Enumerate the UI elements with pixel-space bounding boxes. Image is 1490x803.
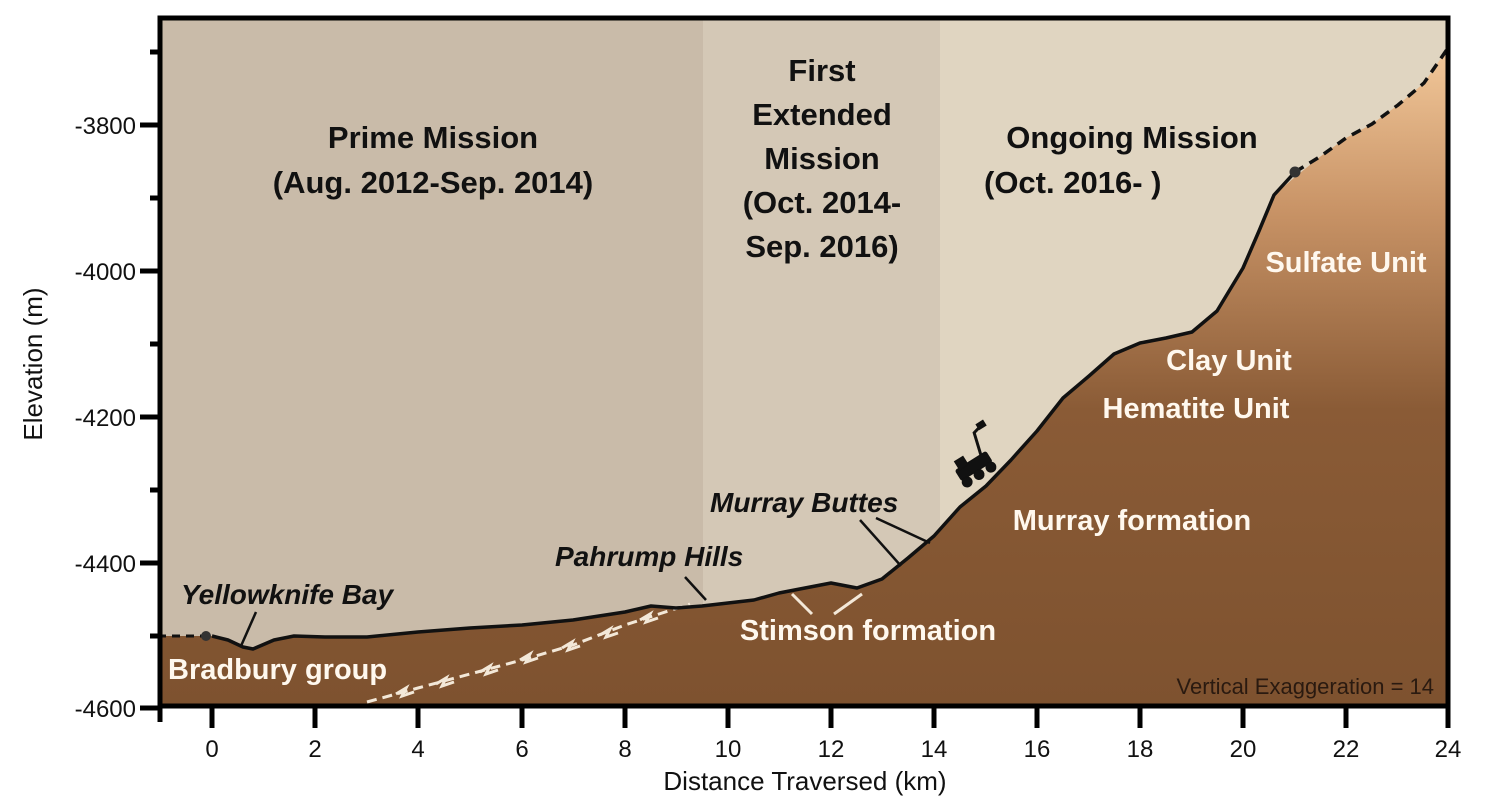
x-tick-label: 8 (618, 736, 631, 763)
era-prime-dates: (Aug. 2012-Sep. 2014) (273, 165, 593, 200)
x-tick-label: 24 (1435, 736, 1462, 763)
x-tick-label: 14 (921, 736, 948, 763)
unit-label-sulfate: Sulfate Unit (1265, 247, 1426, 279)
x-tick-label: 12 (818, 736, 845, 763)
y-tick-label: -4200 (75, 405, 136, 432)
x-tick-label: 10 (715, 736, 742, 763)
era-extended-line4: (Oct. 2014- (743, 185, 902, 220)
y-axis (140, 49, 160, 711)
era-prime-title: Prime Mission (328, 120, 538, 155)
x-tick-label: 6 (515, 736, 528, 763)
x-tick-label: 4 (411, 736, 424, 763)
y-tick-label: -4000 (75, 259, 136, 286)
site-label-yellowknife-bay: Yellowknife Bay (181, 579, 395, 610)
x-axis (157, 706, 1451, 728)
x-axis-title: Distance Traversed (km) (663, 766, 946, 796)
y-tick-label: -3800 (75, 113, 136, 140)
unit-label-bradbury: Bradbury group (168, 654, 387, 686)
y-tick-label: -4600 (75, 696, 136, 723)
x-tick-label: 0 (205, 736, 218, 763)
site-label-murray-buttes: Murray Buttes (710, 487, 898, 518)
prime-mission-band (162, 20, 703, 704)
y-tick-label: -4400 (75, 551, 136, 578)
x-tick-label: 20 (1230, 736, 1257, 763)
unit-label-stimson: Stimson formation (740, 615, 996, 647)
plot-frame (157, 15, 1451, 709)
mission-period-backgrounds (162, 20, 1446, 704)
era-ongoing-title: Ongoing Mission (1006, 120, 1257, 155)
unit-label-hematite: Hematite Unit (1103, 393, 1290, 425)
leader-lines (239, 516, 931, 647)
site-label-pahrump-hills: Pahrump Hills (555, 541, 743, 572)
era-extended-line5: Sep. 2016) (745, 229, 898, 264)
unit-label-clay: Clay Unit (1166, 345, 1292, 377)
x-tick-label: 18 (1127, 736, 1154, 763)
ground-area (162, 50, 1446, 704)
x-tick-labels: 0 2 4 6 8 10 12 14 16 18 20 22 24 (205, 736, 1461, 763)
landing-site-marker (201, 631, 211, 641)
era-extended-line3: Mission (764, 141, 879, 176)
x-tick-label: 16 (1024, 736, 1051, 763)
era-extended-line1: First (788, 53, 855, 88)
traverse-profile-line (211, 170, 1297, 651)
fault-marks (395, 610, 659, 699)
vertical-exaggeration-note: Vertical Exaggeration = 14 (1177, 674, 1434, 699)
x-tick-label: 2 (308, 736, 321, 763)
era-ongoing-dates: (Oct. 2016- ) (984, 165, 1161, 200)
current-position-marker (1289, 166, 1301, 178)
x-tick-label: 22 (1333, 736, 1360, 763)
profile-dashed-planned (1294, 47, 1446, 174)
y-tick-labels: -3800 -4000 -4200 -4400 -4600 (75, 113, 136, 723)
unit-label-murray: Murray formation (1013, 505, 1251, 537)
stimson-leader-lines (790, 592, 863, 616)
era-extended-line2: Extended (752, 97, 892, 132)
y-axis-title: Elevation (m) (18, 287, 48, 440)
rover-icon (953, 419, 997, 488)
